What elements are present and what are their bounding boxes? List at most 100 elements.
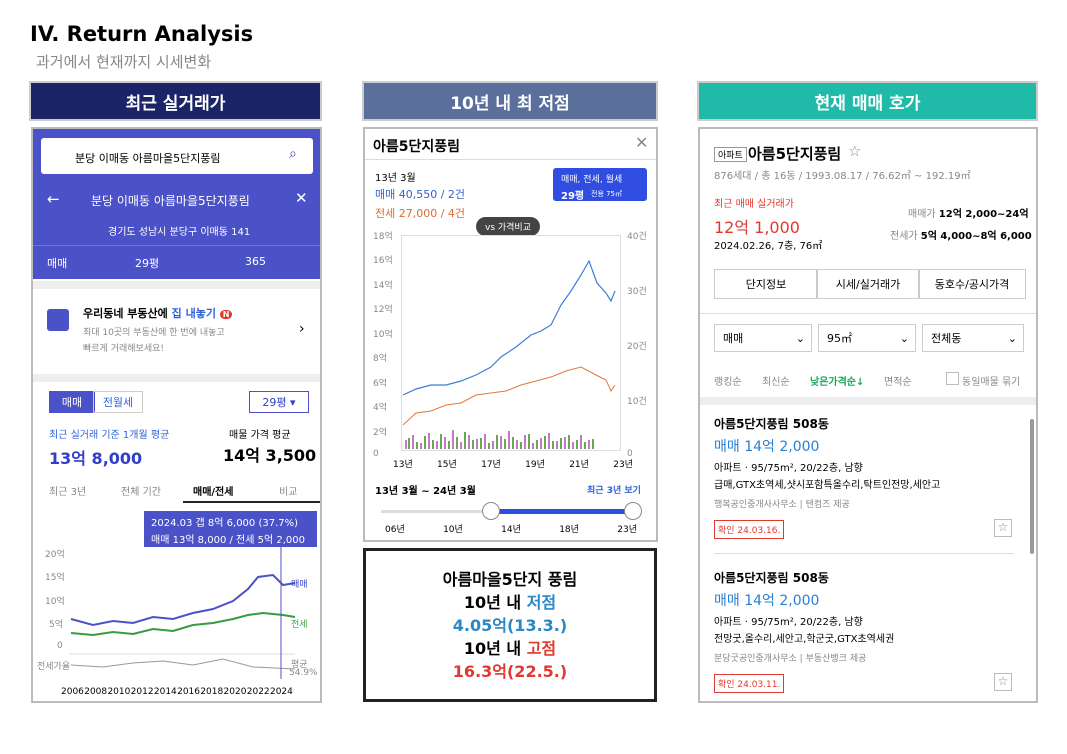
year: 2006 bbox=[61, 687, 84, 697]
date: 13년 3월 bbox=[375, 173, 416, 184]
summary-high: 16.3억(22.5.) bbox=[452, 661, 568, 681]
y-label: 30건 bbox=[627, 287, 647, 297]
tab[interactable]: 365 bbox=[245, 255, 266, 268]
listing-price: 매매 14억 2,000 bbox=[714, 593, 820, 609]
chevron[interactable]: › bbox=[299, 321, 305, 337]
title: IV. Return Analysis bbox=[30, 22, 254, 46]
screenshot: 아름5단지풍림 ✕ 13년 3월 매매 40,550 / 2건 전세 27,00… bbox=[363, 127, 658, 542]
checkbox[interactable] bbox=[946, 372, 959, 385]
avg-label: 평균 bbox=[291, 660, 308, 670]
select[interactable]: 95㎡ ⌄ bbox=[818, 324, 916, 352]
select[interactable]: 매매 ⌄ bbox=[714, 324, 812, 352]
ratio-line bbox=[70, 658, 296, 670]
label: 매매가 bbox=[908, 209, 936, 220]
avg-value: 54.9% bbox=[289, 668, 318, 678]
label: 최근 실거래 기준 1개월 평균 bbox=[49, 430, 170, 441]
slider-label: 23년 bbox=[617, 525, 637, 535]
size-select[interactable]: 29평 ▾ bbox=[249, 391, 309, 413]
value: 5억 4,000~8억 6,000 bbox=[920, 231, 1032, 242]
star-icon[interactable]: ☆ bbox=[848, 142, 862, 160]
sort[interactable]: 랭킹순 bbox=[714, 377, 742, 388]
period-tab[interactable]: 전체 기간 bbox=[121, 487, 161, 498]
select-text: 95㎡ bbox=[827, 332, 852, 345]
label: 최근 매매 실거래가 bbox=[714, 199, 794, 210]
detail: 2024.02.26, 7층, 76㎡ bbox=[714, 241, 823, 252]
listing-provider: 텐컴즈 제공 bbox=[805, 500, 850, 510]
value: 14억 3,500 bbox=[223, 446, 317, 465]
sort[interactable]: 최신순 bbox=[762, 377, 790, 388]
tooltip-line: 매매 13억 8,000 / 전세 5억 2,000 bbox=[151, 535, 305, 546]
slider-label: 18년 bbox=[559, 525, 579, 535]
series-label: 매매 bbox=[291, 580, 308, 590]
y-label: 2억 bbox=[373, 427, 388, 438]
year: 2016 bbox=[177, 687, 200, 697]
summary-low: 4.05억(13.3.) bbox=[452, 615, 568, 635]
bars bbox=[408, 432, 594, 449]
filter-text: 매매, 전세, 월세 bbox=[561, 175, 623, 185]
divider bbox=[33, 281, 320, 289]
filter[interactable] bbox=[553, 168, 647, 201]
period-tab[interactable]: 매매/전세 bbox=[193, 487, 234, 498]
divider bbox=[700, 397, 1036, 405]
x-label: 19년 bbox=[525, 460, 545, 470]
button[interactable]: 시세/실거래가 bbox=[816, 269, 920, 299]
y-left: 18억 16억 14억 12억 10억 8억 6억 4억 2억 0 bbox=[373, 229, 393, 459]
search-icon[interactable]: ⌕ bbox=[289, 146, 297, 162]
x-label: 15년 bbox=[437, 460, 457, 470]
y-label: 14억 bbox=[373, 280, 393, 291]
close-icon[interactable]: ✕ bbox=[295, 189, 308, 207]
tab[interactable]: 29평 bbox=[135, 257, 160, 270]
period-tab[interactable]: 비교 bbox=[279, 487, 298, 498]
listing-title: 아름5단지풍림 508동 bbox=[714, 571, 829, 585]
period-tab[interactable]: 최근 3년 bbox=[49, 487, 87, 498]
recent-link[interactable]: 최근 3년 보기 bbox=[587, 486, 641, 496]
house-icon bbox=[47, 309, 69, 331]
new-badge: N bbox=[219, 310, 233, 319]
jeonse-line bbox=[70, 611, 296, 637]
divider bbox=[33, 245, 320, 246]
complex-info: 876세대 / 총 16동 / 1993.08.17 / 76.62㎡ ~ 19… bbox=[714, 171, 971, 182]
button[interactable]: 동호수/공시가격 bbox=[918, 269, 1026, 299]
button[interactable]: 단지정보 bbox=[714, 269, 818, 299]
slider-label: 10년 bbox=[443, 525, 463, 535]
scrollbar[interactable] bbox=[1030, 419, 1034, 554]
y-label: 15억 bbox=[45, 573, 65, 583]
year: 2022 bbox=[246, 687, 270, 697]
star-button[interactable]: ☆ bbox=[994, 519, 1012, 537]
compare-button[interactable]: vs 가격비교 bbox=[476, 217, 540, 236]
y-label: 20건 bbox=[627, 342, 647, 352]
trend-chart bbox=[69, 539, 296, 679]
slider-handle[interactable] bbox=[624, 502, 642, 520]
divider bbox=[700, 313, 1036, 314]
volume-bars bbox=[405, 430, 594, 449]
x-label: 23년 bbox=[613, 460, 633, 470]
sort[interactable]: 낮은가격순↓ bbox=[810, 377, 865, 388]
search-text: 분당 이매동 아름마을5단지풍림 bbox=[75, 152, 221, 165]
year: 2020 bbox=[223, 687, 247, 697]
tab[interactable]: 매매 bbox=[47, 257, 68, 270]
back-icon[interactable]: ← bbox=[47, 190, 60, 208]
sort[interactable]: 면적순 bbox=[884, 377, 912, 388]
plot-frame bbox=[401, 235, 621, 451]
price-chart bbox=[402, 259, 616, 449]
select-text: 전체동 bbox=[931, 332, 962, 345]
select[interactable]: 전체동 ⌄ bbox=[922, 324, 1024, 352]
summary-box: 아름마을5단지 풍림 10년 내 저점 4.05억(13.3.) 10년 내 고… bbox=[363, 548, 657, 702]
slider-label: 14년 bbox=[501, 525, 521, 535]
year: 2014 bbox=[153, 687, 177, 697]
value: 12억 1,000 bbox=[714, 218, 800, 237]
x-label: 17년 bbox=[481, 460, 501, 470]
toggle[interactable]: 매매 bbox=[49, 391, 95, 413]
x-labels: 2006 2008 2010 2012 2014 2016 2018 2020 2022 2024 bbox=[61, 687, 293, 697]
search-box[interactable] bbox=[41, 138, 313, 174]
slider-handle[interactable] bbox=[482, 502, 500, 520]
star-button[interactable]: ☆ bbox=[994, 673, 1012, 691]
year: 2010 bbox=[107, 687, 131, 697]
toggle[interactable]: 전월세 bbox=[93, 391, 143, 413]
tooltip bbox=[144, 511, 317, 547]
y-label: 40건 bbox=[627, 232, 647, 242]
summary-prefix: 10년 내 bbox=[463, 638, 527, 658]
close-icon[interactable]: ✕ bbox=[635, 133, 649, 152]
x-label: 13년 bbox=[393, 460, 413, 470]
